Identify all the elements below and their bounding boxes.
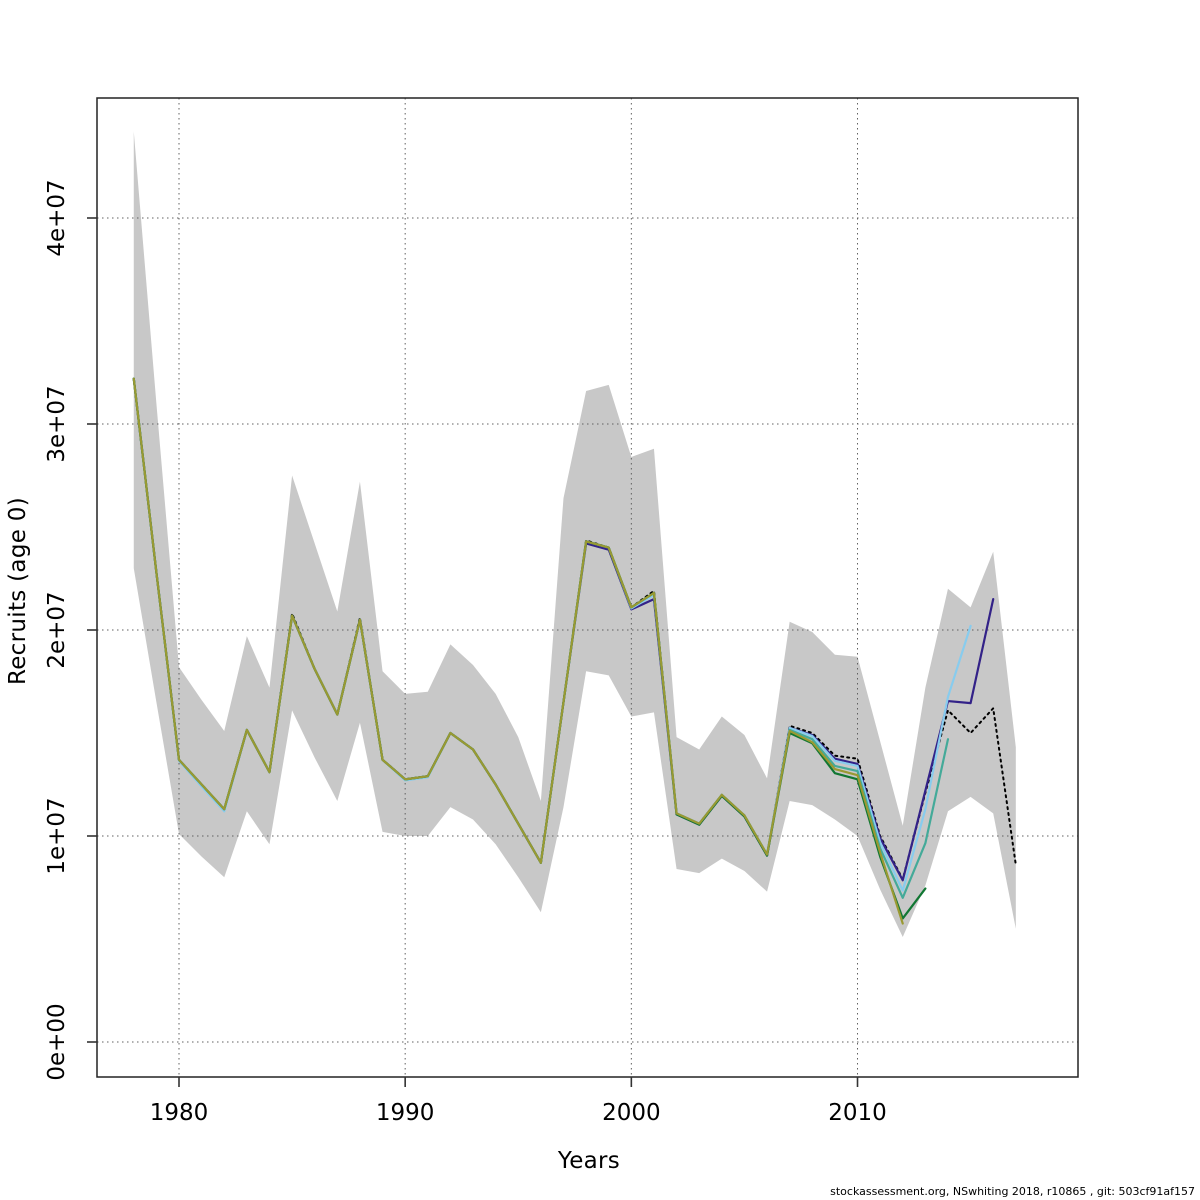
y-tick-label-0e+00: 0e+00 [44,1003,70,1080]
x-tick-label-2010: 2010 [828,1100,887,1126]
y-tick-label-3e+07: 3e+07 [44,385,70,462]
x-tick-label-1990: 1990 [376,1100,435,1126]
y-tick-label-1e+07: 1e+07 [44,797,70,874]
confidence-band [133,131,1016,937]
y-axis-title: Recruits (age 0) [5,497,31,686]
x-tick-label-2000: 2000 [602,1100,661,1126]
footer-credit: stockassessment.org, NSwhiting 2018, r10… [830,1185,1195,1198]
y-tick-label-4e+07: 4e+07 [44,179,70,256]
series-line-retro-peel-2012 [132,377,904,925]
x-axis-title: Years [557,1148,621,1174]
x-tick-label-1980: 1980 [150,1100,209,1126]
plot-border [96,97,1079,1078]
y-tick-label-2e+07: 2e+07 [44,591,70,668]
